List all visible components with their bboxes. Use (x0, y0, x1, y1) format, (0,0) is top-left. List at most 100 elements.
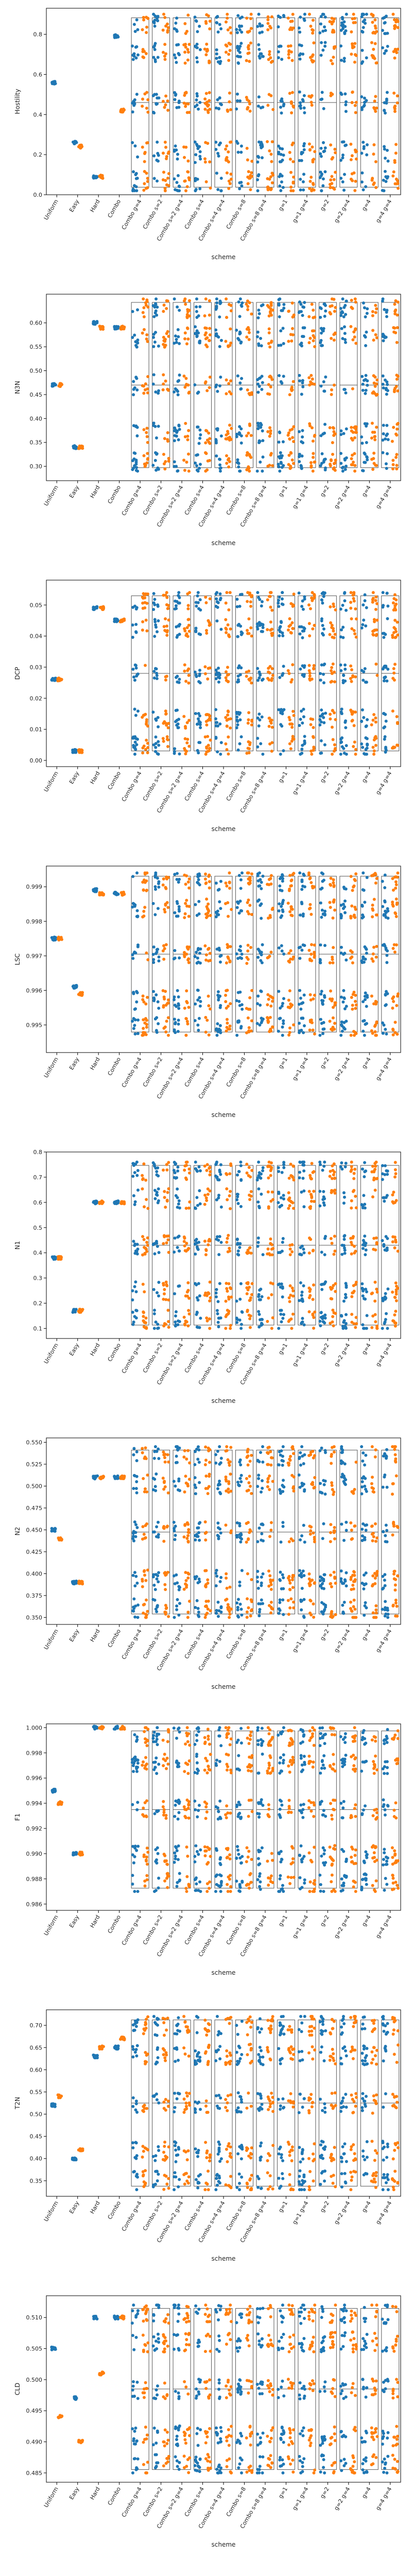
point-orange (187, 630, 191, 633)
point-orange (185, 999, 188, 1003)
point-orange (203, 1240, 207, 1243)
point-orange (349, 606, 353, 610)
point-blue (151, 1161, 155, 1164)
x-tick-label: Combo s=4 (183, 484, 205, 516)
point-orange (205, 631, 209, 635)
point-blue (173, 949, 177, 953)
point-orange (391, 1033, 395, 1037)
point-blue (281, 327, 285, 330)
point-blue (196, 60, 199, 64)
y-tick-label: 0.2 (33, 151, 43, 158)
point-blue (279, 44, 283, 48)
x-tick-label: g=2 (319, 770, 331, 784)
point-orange (333, 747, 337, 750)
point-blue (131, 636, 134, 639)
point-blue (260, 880, 263, 884)
point-orange (167, 1326, 170, 1329)
point-blue (237, 465, 241, 469)
point-orange (250, 160, 254, 163)
point-orange (311, 439, 315, 443)
point-blue (198, 681, 202, 685)
point-orange (187, 469, 191, 473)
point-blue (132, 100, 136, 104)
point-orange (163, 997, 166, 1001)
point-blue (136, 155, 140, 159)
point-blue (282, 749, 285, 753)
point-orange (248, 1246, 251, 1250)
point-blue (173, 1018, 176, 1021)
point-blue (235, 906, 239, 909)
point-blue (238, 28, 242, 32)
point-blue (323, 743, 327, 747)
point-orange (371, 598, 374, 601)
x-tick-label: g=1 (277, 198, 289, 212)
point-orange (166, 607, 169, 611)
point-orange (228, 1194, 231, 1197)
point-orange (163, 437, 166, 440)
point-blue (345, 12, 348, 16)
point-orange (229, 341, 233, 345)
point-orange (166, 1002, 169, 1005)
point-blue (51, 80, 55, 84)
point-orange (350, 306, 353, 309)
point-orange (394, 883, 398, 887)
point-blue (196, 1298, 200, 1302)
point-orange (163, 908, 166, 911)
point-blue (198, 428, 202, 432)
point-orange (396, 722, 399, 725)
point-blue (280, 111, 283, 115)
point-orange (182, 459, 186, 462)
point-blue (384, 462, 388, 466)
point-blue (365, 153, 369, 157)
point-blue (238, 44, 242, 48)
point-blue (236, 142, 239, 145)
point-blue (178, 633, 181, 636)
point-orange (246, 1016, 250, 1020)
point-orange (313, 315, 317, 319)
point-orange (167, 1320, 170, 1324)
point-orange (374, 607, 377, 611)
point-blue (218, 467, 222, 470)
point-blue (319, 98, 323, 101)
point-orange (163, 1196, 166, 1199)
point-blue (360, 720, 364, 723)
point-orange (291, 180, 295, 184)
point-blue (322, 627, 325, 631)
point-blue (261, 469, 264, 473)
point-orange (208, 459, 211, 462)
point-blue (175, 1005, 178, 1008)
point-blue (365, 606, 368, 609)
point-blue (113, 33, 116, 37)
point-blue (300, 393, 303, 396)
point-blue (383, 676, 386, 680)
point-blue (238, 469, 242, 473)
y-axis-label: LSC (14, 954, 21, 965)
point-blue (385, 176, 389, 180)
point-orange (224, 601, 228, 605)
point-orange (204, 469, 208, 473)
point-orange (187, 719, 191, 722)
point-blue (321, 591, 325, 595)
point-blue (155, 452, 159, 456)
point-blue (214, 147, 218, 151)
point-blue (195, 1283, 198, 1286)
point-orange (332, 338, 336, 342)
point-blue (197, 717, 200, 721)
point-blue (386, 617, 389, 620)
point-orange (184, 902, 187, 905)
point-orange (330, 182, 334, 185)
point-orange (332, 946, 335, 950)
point-orange (372, 47, 375, 51)
point-orange (266, 188, 270, 192)
point-blue (219, 338, 223, 342)
point-orange (310, 302, 314, 306)
point-blue (323, 29, 327, 32)
point-blue (342, 57, 346, 60)
point-orange (291, 955, 295, 959)
point-blue (177, 184, 181, 188)
point-orange (207, 909, 211, 913)
point-blue (302, 993, 306, 997)
point-orange (249, 600, 252, 604)
point-blue (239, 1164, 243, 1167)
y-tick-label: 0.4 (33, 111, 43, 118)
